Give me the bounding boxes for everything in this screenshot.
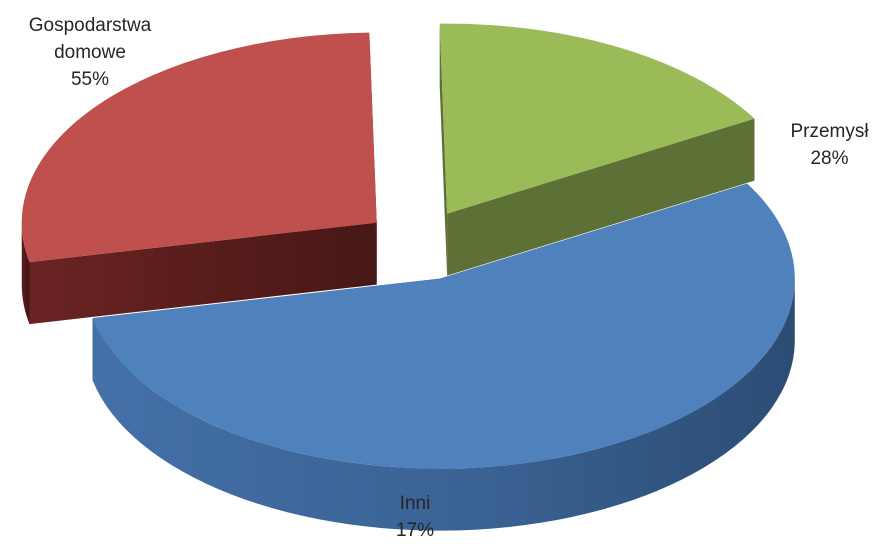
data-label-category: Przemysł: [790, 121, 869, 142]
data-label-przemysl: Przemysł 28%: [770, 118, 889, 172]
pie-slice-0-side-wall: [92, 278, 795, 531]
data-label-category-line-1: Gospodarstwa: [28, 15, 152, 36]
pie-slice-1-side-wall: [21, 222, 30, 325]
pie-slice-0-top: [92, 183, 795, 469]
data-label-category-line-2: domowe: [54, 42, 126, 63]
data-label-value: 17%: [395, 520, 435, 541]
pie-slice-1-cut-face-start: [29, 222, 377, 325]
pie-slice-2-cut-face-end: [447, 118, 755, 276]
pie-slice-0: [92, 183, 795, 531]
data-label-gospodarstwa-domowe: Gospodarstwa domowe 55%: [0, 12, 180, 93]
data-label-category: Inni: [399, 493, 431, 514]
data-label-value: 55%: [70, 69, 110, 90]
pie-slice-2-top: [439, 23, 755, 214]
pie-slice-1: [21, 32, 377, 325]
data-label-value: 28%: [810, 148, 849, 169]
pie-slice-2: [439, 23, 755, 276]
pie-slice-2-cut-face-start: [439, 23, 448, 276]
pie-slice-1-top: [21, 32, 377, 263]
data-label-inni: Inni 17%: [360, 490, 470, 544]
